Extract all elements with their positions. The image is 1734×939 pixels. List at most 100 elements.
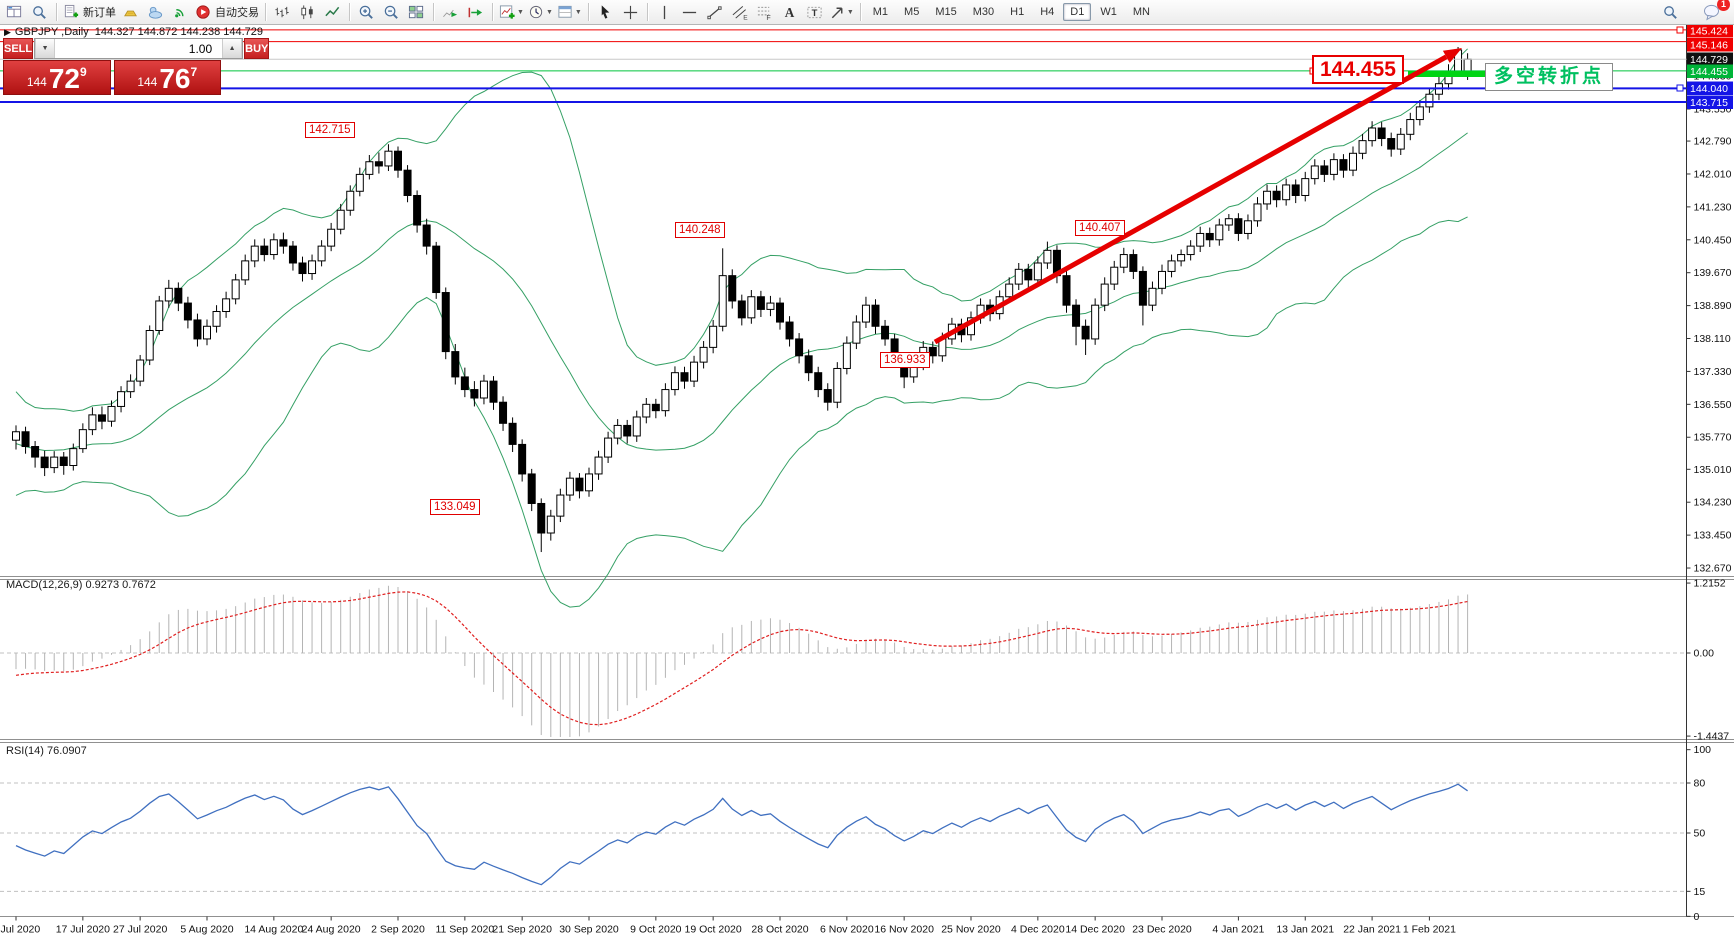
chart-title-bar: ▶ GBPJPY ,Daily 144.327 144.872 144.238 1…: [4, 26, 263, 38]
buy-price-pip: 7: [190, 65, 198, 79]
charts-grid-icon[interactable]: [2, 1, 27, 24]
buy-price-button[interactable]: 144 76 7: [113, 60, 221, 95]
label-icon[interactable]: T: [802, 1, 827, 24]
buy-price-figure: 144: [137, 75, 158, 89]
svg-text:4 Jan 2021: 4 Jan 2021: [1212, 924, 1264, 936]
turning-point-note[interactable]: 多空转折点: [1485, 63, 1614, 91]
timeframe-m30[interactable]: M30: [972, 6, 995, 18]
pane-splitters[interactable]: [0, 25, 1734, 917]
sell-price-big: 72: [48, 63, 80, 94]
toolbar-separator: [349, 3, 350, 21]
auto-scroll-icon[interactable]: [438, 1, 463, 24]
timeframe-h4[interactable]: H4: [1040, 6, 1055, 18]
svg-text:15: 15: [1694, 886, 1706, 898]
toolbar-separator: [492, 3, 493, 21]
svg-text:144.729: 144.729: [1690, 54, 1728, 66]
svg-text:80: 80: [1694, 777, 1706, 789]
svg-text:27 Jul 2020: 27 Jul 2020: [113, 924, 167, 936]
cursor-icon[interactable]: [593, 1, 618, 24]
candlestick-chart-icon[interactable]: [295, 1, 320, 24]
timeframe-m1[interactable]: M1: [872, 6, 889, 18]
breakout-price-annotation[interactable]: 144.455: [1312, 54, 1404, 84]
zoom-out-icon[interactable]: [379, 1, 404, 24]
sell-button[interactable]: SELL: [3, 38, 34, 59]
svg-text:142.010: 142.010: [1694, 168, 1732, 180]
svg-text:142.790: 142.790: [1694, 136, 1732, 148]
price-annotation[interactable]: 142.715: [305, 122, 355, 138]
symbol-collapse-icon[interactable]: ▶: [4, 27, 11, 37]
svg-text:22 Jan 2021: 22 Jan 2021: [1343, 924, 1401, 936]
svg-text:100: 100: [1694, 744, 1712, 756]
cloud-profile-icon[interactable]: [143, 1, 168, 24]
svg-text:138.890: 138.890: [1694, 300, 1732, 312]
bollinger-bands: [15, 48, 1468, 608]
volume-increase-button[interactable]: ▲: [222, 39, 243, 58]
svg-text:141.230: 141.230: [1694, 201, 1732, 213]
price-annotation[interactable]: 140.407: [1075, 220, 1125, 236]
text-icon[interactable]: A: [777, 1, 802, 24]
channel-icon[interactable]: E: [727, 1, 752, 24]
svg-text:138.110: 138.110: [1694, 333, 1731, 345]
templates-icon[interactable]: ▼: [555, 1, 584, 24]
timeframe-m15[interactable]: M15: [935, 6, 957, 18]
timeframe-h1[interactable]: H1: [1010, 6, 1025, 18]
autotrading-button[interactable]: 自动交易: [193, 1, 261, 24]
bar-chart-icon[interactable]: [270, 1, 295, 24]
svg-text:23 Dec 2020: 23 Dec 2020: [1132, 924, 1192, 936]
toolbar-separator: [587, 3, 589, 21]
buy-button[interactable]: BUY: [244, 38, 270, 59]
candlesticks: [12, 46, 1472, 553]
gold-icon[interactable]: [118, 1, 143, 24]
periods-clock-icon[interactable]: ▼: [526, 1, 555, 24]
crosshair-icon[interactable]: [618, 1, 643, 24]
volume-decrease-button[interactable]: ▼: [35, 39, 56, 58]
timeframe-d1[interactable]: D1: [1063, 3, 1092, 21]
price-annotation[interactable]: 133.049: [430, 499, 480, 515]
vertical-line-icon[interactable]: [652, 1, 677, 24]
new-order-button[interactable]: 新订单: [61, 1, 118, 24]
zoom-in-icon[interactable]: [354, 1, 379, 24]
price-lines[interactable]: [0, 29, 1687, 104]
volume-input[interactable]: [55, 39, 223, 58]
svg-text:50: 50: [1694, 828, 1706, 840]
toolbar-separator: [56, 3, 57, 21]
sell-price-pip: 9: [80, 65, 87, 79]
svg-text:17 Jul 2020: 17 Jul 2020: [56, 924, 110, 936]
timeframe-m5[interactable]: M5: [904, 6, 920, 18]
horizontal-line-icon[interactable]: [677, 1, 702, 24]
search-icon[interactable]: [1658, 1, 1683, 24]
sell-price-button[interactable]: 144 72 9: [3, 60, 111, 95]
svg-text:F: F: [766, 14, 771, 21]
toolbar: 新订单 自动交易 ▼ ▼ ▼ E F A T ▼ M1 M5 M15 M30 H1 H4 D1 W1 MN 1: [0, 0, 1734, 25]
svg-text:5 Aug 2020: 5 Aug 2020: [180, 924, 233, 936]
svg-text:1 Feb 2021: 1 Feb 2021: [1403, 924, 1456, 936]
price-annotation[interactable]: 136.933: [880, 352, 930, 368]
fibonacci-icon[interactable]: F: [752, 1, 777, 24]
notification-badge: 1: [1717, 0, 1730, 11]
trendline-icon[interactable]: [702, 1, 727, 24]
add-indicator-icon[interactable]: ▼: [497, 1, 526, 24]
toolbar-separator: [859, 3, 861, 21]
price-annotation[interactable]: 140.248: [675, 222, 725, 238]
svg-text:16 Nov 2020: 16 Nov 2020: [874, 924, 934, 936]
macd-label: MACD(12,26,9) 0.9273 0.7672: [6, 579, 156, 591]
line-chart-icon[interactable]: [320, 1, 345, 24]
shapes-icon[interactable]: ▼: [827, 1, 856, 24]
signal-icon[interactable]: [168, 1, 193, 24]
data-window-icon[interactable]: [27, 1, 52, 24]
tile-windows-icon[interactable]: [404, 1, 429, 24]
svg-text:143.715: 143.715: [1690, 97, 1728, 109]
svg-text:21 Sep 2020: 21 Sep 2020: [492, 924, 552, 936]
chart-shift-icon[interactable]: [463, 1, 488, 24]
timeframe-mn[interactable]: MN: [1132, 6, 1150, 18]
object-anchor[interactable]: [1676, 84, 1684, 92]
chat-icon[interactable]: 1: [1699, 0, 1730, 24]
trend-arrow[interactable]: [933, 48, 1462, 345]
indicator-level-lines: [0, 652, 1687, 892]
timeframe-w1[interactable]: W1: [1100, 6, 1117, 18]
object-anchor[interactable]: [1676, 26, 1684, 34]
svg-text:30 Sep 2020: 30 Sep 2020: [559, 924, 619, 936]
